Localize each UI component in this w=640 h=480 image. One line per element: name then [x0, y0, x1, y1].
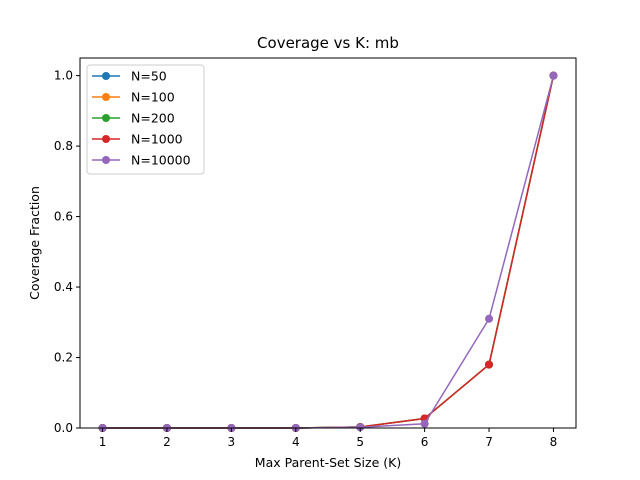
y-axis-ticks: 0.0 0.2 0.4 0.6 0.8 1.0: [54, 69, 80, 435]
chart-title: Coverage vs K: mb: [257, 34, 399, 52]
legend-box: [86, 64, 205, 175]
data-point-n10000: [420, 419, 429, 428]
legend-marker-n200: [102, 114, 110, 122]
legend: N=50 N=100 N=200 N=1000 N=10000: [86, 64, 205, 175]
y-axis-label: Coverage Fraction: [27, 186, 42, 300]
y-tick-label: 0.0: [54, 421, 73, 435]
y-tick-label: 0.8: [54, 139, 73, 153]
plot-frame: [79, 57, 577, 429]
legend-label-n1000: N=1000: [131, 132, 183, 147]
y-tick-label: 0.4: [54, 280, 73, 294]
data-point-n10000: [485, 314, 494, 323]
x-tick-label: 4: [292, 435, 300, 449]
x-tick-label: 8: [550, 435, 558, 449]
x-tick-label: 2: [163, 435, 171, 449]
legend-marker-n10000: [102, 156, 110, 164]
y-tick-label: 0.2: [54, 351, 73, 365]
x-tick-label: 5: [356, 435, 364, 449]
y-tick-label: 0.6: [54, 210, 73, 224]
data-point-n10000: [549, 71, 558, 80]
data-point-n1000: [485, 360, 494, 369]
legend-marker-n50: [102, 72, 110, 80]
data-point-n10000: [356, 423, 365, 432]
x-tick-label: 6: [421, 435, 429, 449]
x-tick-label: 7: [485, 435, 493, 449]
legend-marker-n100: [102, 93, 110, 101]
x-tick-label: 1: [99, 435, 107, 449]
y-tick-label: 1.0: [54, 69, 73, 83]
legend-label-n50: N=50: [131, 69, 167, 84]
x-axis-ticks: 1 2 3 4 5 6 7 8: [99, 428, 558, 449]
x-axis-label: Max Parent-Set Size (K): [255, 455, 401, 470]
x-tick-label: 3: [228, 435, 236, 449]
legend-label-n10000: N=10000: [131, 153, 191, 168]
legend-marker-n1000: [102, 135, 110, 143]
legend-label-n200: N=200: [131, 111, 175, 126]
legend-label-n100: N=100: [131, 90, 175, 105]
